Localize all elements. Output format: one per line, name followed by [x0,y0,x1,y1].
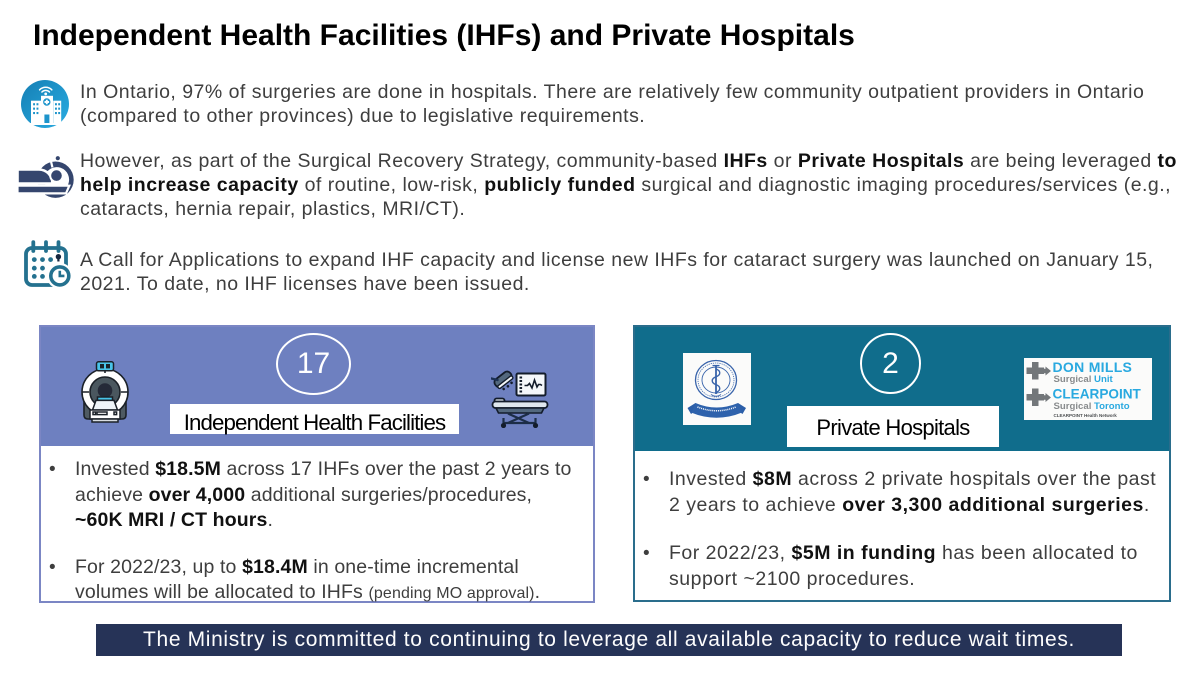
svg-text:DON MILLS: DON MILLS [1053,359,1133,375]
svg-text:Surgical Unit: Surgical Unit [1054,374,1114,385]
svg-text:CLEARPOINT Health Network: CLEARPOINT Health Network [1054,413,1118,418]
svg-text:CLEARPOINT: CLEARPOINT [1053,387,1142,402]
svg-text:Surgical Toronto: Surgical Toronto [1054,401,1130,412]
